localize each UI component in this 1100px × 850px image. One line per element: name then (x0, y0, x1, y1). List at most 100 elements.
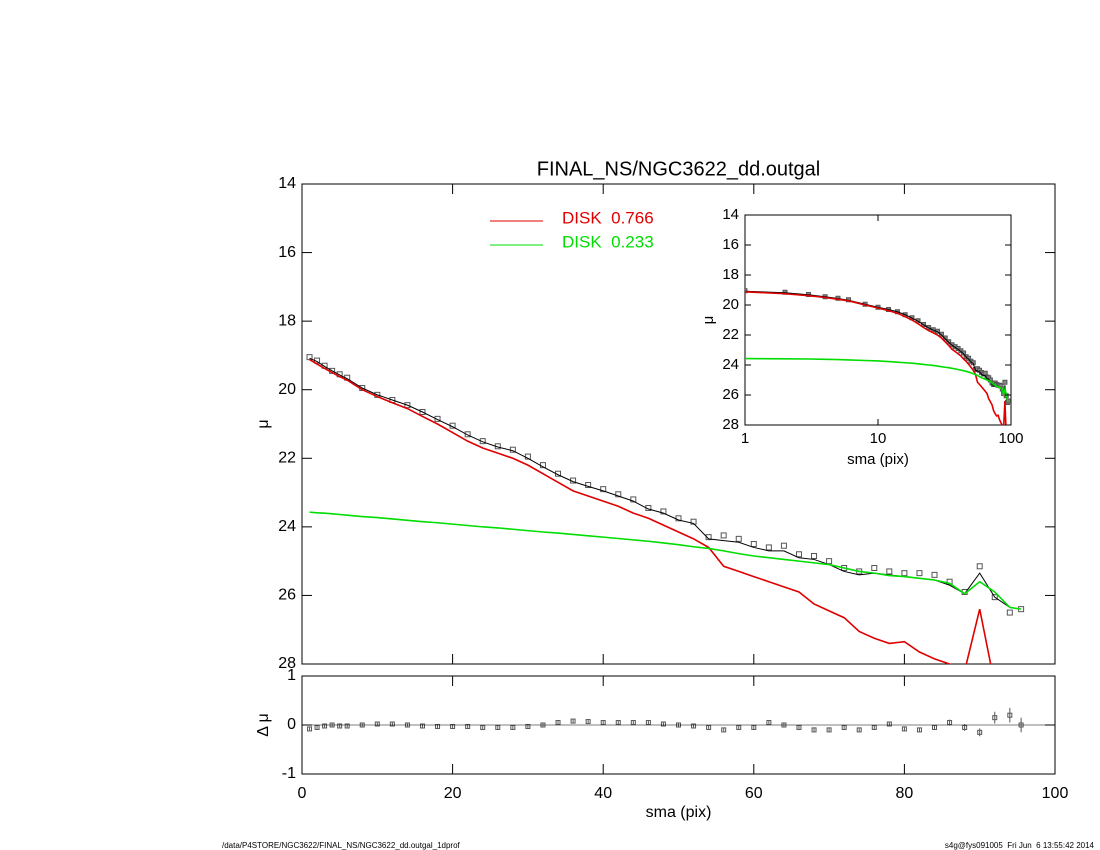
data-point (660, 721, 666, 727)
data-point (826, 727, 832, 733)
data-point (1005, 398, 1011, 404)
data-point (585, 482, 592, 489)
y-tick-label: 24 (722, 356, 739, 373)
x-tick-label: 10 (870, 430, 887, 447)
data-point (690, 518, 697, 525)
data-point (337, 723, 343, 729)
data-point (916, 727, 922, 733)
data-point (660, 508, 667, 515)
data-point (856, 727, 862, 733)
data-point (1002, 379, 1008, 385)
data-point (991, 594, 998, 601)
series-line (309, 358, 992, 664)
x-tick-label: 100 (998, 430, 1023, 447)
data-point (901, 570, 908, 577)
data-point (938, 331, 944, 337)
data-point (435, 723, 441, 729)
data-point (615, 491, 622, 498)
data-point (600, 720, 606, 726)
y-tick-label: 20 (278, 381, 296, 398)
data-point (570, 718, 576, 724)
data-point (307, 726, 313, 732)
data-point (464, 431, 471, 438)
data-point (555, 720, 561, 726)
data-point (314, 724, 320, 730)
data-point (480, 724, 486, 730)
x-tick-label: 40 (594, 785, 612, 802)
x-tick-label: 20 (444, 785, 462, 802)
plot-area (745, 288, 1011, 425)
data-point (826, 558, 833, 565)
y-tick-label: 18 (722, 266, 739, 283)
data-point (720, 532, 727, 539)
chart-title: FINAL_NS/NGC3622_dd.outgal (537, 158, 821, 180)
y-tick-label: 26 (278, 587, 296, 604)
series-line (745, 291, 1007, 425)
data-point (961, 350, 967, 356)
data-point (419, 723, 425, 729)
y-axis-label: μ (255, 419, 272, 428)
data-point (1006, 609, 1013, 616)
legend-label: DISK 0.233 (562, 232, 654, 251)
y-tick-label: 26 (722, 386, 739, 403)
data-point (630, 496, 637, 503)
y-tick-label: 1 (287, 667, 296, 684)
data-point (886, 721, 892, 727)
data-point (736, 724, 742, 730)
data-point (735, 535, 742, 542)
data-point (615, 720, 621, 726)
data-point (811, 553, 818, 559)
data-point (977, 729, 983, 735)
data-point (706, 724, 712, 730)
y-axis-label: Δ μ (255, 713, 272, 736)
x-tick-label: 80 (896, 785, 914, 802)
series-line (309, 511, 1022, 610)
data-point (675, 515, 682, 522)
data-point (419, 409, 426, 415)
data-point (942, 335, 948, 341)
data-point (750, 541, 757, 547)
data-point (525, 723, 531, 729)
data-point (389, 721, 395, 727)
x-tick-label: 0 (298, 785, 307, 802)
y-tick-label: 28 (278, 655, 296, 672)
footer-left: /data/P4STORE/NGC3622/FINAL_NS/NGC3622_d… (222, 841, 461, 850)
y-tick-label: 24 (278, 518, 296, 535)
x-tick-label: 1 (741, 430, 749, 447)
data-point (766, 720, 772, 726)
data-point (600, 486, 607, 493)
data-point (931, 571, 938, 578)
plot-frame (744, 214, 1012, 426)
data-point (962, 724, 968, 730)
data-point (465, 723, 471, 729)
data-point (992, 715, 998, 721)
data-point (645, 720, 651, 726)
data-point (721, 727, 727, 733)
y-tick-label: 0 (287, 716, 296, 733)
legend-label: DISK 0.766 (562, 208, 654, 227)
x-tick-label: 60 (745, 785, 763, 802)
data-point (585, 719, 591, 725)
plot-area (306, 354, 1025, 664)
data-point (901, 726, 907, 732)
data-point (374, 721, 380, 727)
data-point (691, 723, 697, 729)
y-tick-label: 28 (722, 416, 739, 433)
data-point (841, 724, 847, 730)
data-point (450, 723, 456, 729)
data-point (495, 724, 501, 730)
data-point (796, 724, 802, 730)
series-line (745, 357, 1009, 402)
data-point (811, 727, 817, 733)
y-tick-label: -1 (282, 765, 296, 782)
x-axis-label: sma (pix) (646, 804, 712, 821)
data-point (795, 551, 802, 558)
y-tick-label: 18 (278, 312, 296, 329)
x-tick-label: 100 (1042, 785, 1069, 802)
data-point (932, 724, 938, 730)
data-point (871, 724, 877, 730)
footer-right: s4g@fys091005 Fri Jun 6 13:55:42 2014 (945, 841, 1095, 850)
data-point (630, 720, 636, 726)
data-point (765, 544, 772, 551)
